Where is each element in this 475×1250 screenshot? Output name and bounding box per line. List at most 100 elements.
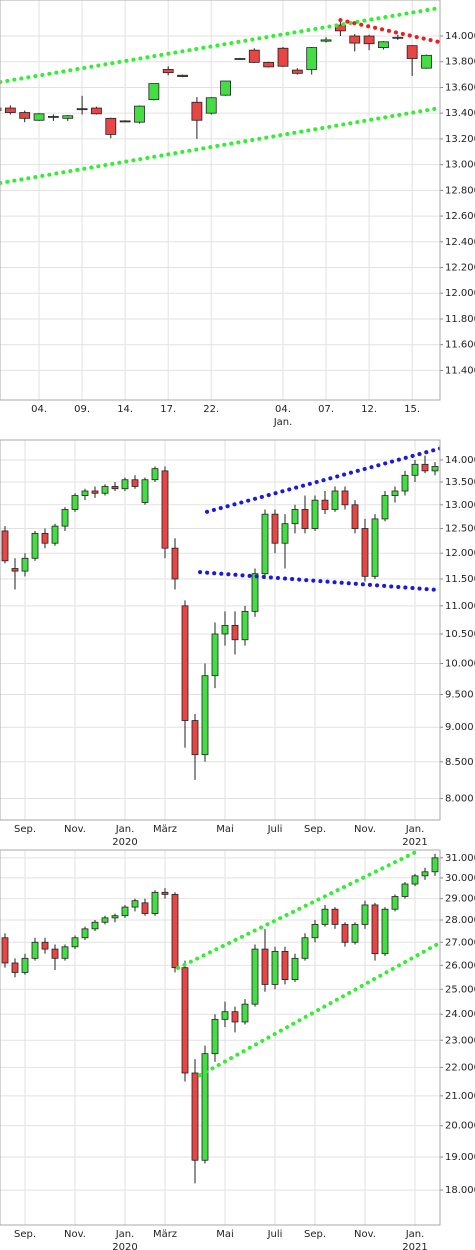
y-tick-label: 13.800 [445,57,475,68]
candle-body [363,35,375,45]
y-tick-label: 20.000 [445,1121,475,1132]
candle-body [151,468,159,481]
candle-body [61,509,69,527]
trendline [205,446,440,514]
trendline [0,106,440,186]
candle-body [48,115,59,118]
candle-body [241,1003,249,1023]
candle-body [421,463,429,472]
panel: 18.000 19.000 20.000 21.000 22.000 23.000 24.0… [0,849,475,1250]
y-tick-label: 13.500 [445,477,475,488]
trendline [198,570,440,593]
candle-body [201,675,209,756]
y-tick-label: 25.000 [445,984,475,995]
candle-body [406,45,418,59]
y-tick-label: 12.200 [445,263,475,274]
candle-body [61,946,69,959]
candle-body [31,941,39,959]
x-tick-label: Nov. [354,824,376,835]
y-tick-label: 12.800 [445,185,475,196]
candle-body [231,1011,239,1023]
candle-body [421,871,429,877]
y-tick-label: 10.500 [445,629,475,640]
x-tick-label: März [153,824,177,835]
y-tick-label: 13.000 [445,160,475,171]
candle-body [251,573,259,612]
candle-body [162,69,174,74]
y-tick-label: 12.000 [445,288,475,299]
candle-body [421,54,432,69]
candle-body [41,532,49,544]
candle-body [231,624,239,641]
candle-body [411,875,419,885]
candle-body [220,80,232,96]
candle-body [76,108,88,111]
candle-body [161,891,169,895]
y-tick-label: 13.400 [445,108,475,119]
candle-body [62,115,74,119]
candle-body [71,937,79,948]
candle-body [141,902,149,914]
candle-body [31,532,39,559]
candle-body [205,97,217,114]
y-tick-label: 22.000 [445,1062,475,1073]
candle-body [105,117,117,135]
x-period-label: 2021 [402,837,427,848]
y-tick-label: 8.000 [445,793,474,804]
candle-body [321,499,329,510]
y-tick-label: 9.500 [445,690,474,701]
candle-body [381,908,389,955]
x-tick-label: 04. [31,404,47,415]
y-tick-label: 19.000 [445,1152,475,1163]
candle-body [171,547,179,580]
x-period-label: 2021 [402,1242,427,1250]
candle-body [91,921,99,930]
trendline [338,18,440,45]
candle-body [341,490,349,506]
y-tick-label: 14.000 [445,31,475,42]
x-tick-label: März [153,1229,177,1240]
x-tick-label: Nov. [354,1229,376,1240]
candle-body [1,530,9,562]
candle-body [141,479,149,503]
x-tick-label: 17. [160,404,176,415]
candle-body [331,490,339,510]
candle-body [392,36,404,39]
candle-body [191,101,203,121]
y-tick-label: 12.400 [445,237,475,248]
candle-body [248,49,260,63]
candle-body [111,486,119,490]
candle-body [391,896,399,910]
candle-body [381,495,389,520]
candle-body [341,924,349,943]
candle-body [21,957,29,973]
candle-body [131,900,139,908]
candle-body [431,466,439,472]
candle-body [91,107,102,115]
candle-body [71,495,79,510]
candle-body [281,523,289,544]
candle-body [261,513,269,575]
candle-body [263,61,275,68]
candle-body [134,105,145,123]
candle-body [11,962,19,973]
y-tick-label: 14.000 [445,455,475,466]
x-tick-label: Mai [216,824,234,835]
y-tick-label: 8.500 [445,757,474,768]
x-tick-label: Sep. [304,824,326,835]
x-tick-label: Juli [267,824,283,835]
candle-body [401,474,409,492]
candle-body [177,74,188,77]
trendline [176,850,422,970]
candle-body [51,525,59,544]
y-tick-label: 27.000 [445,937,475,948]
x-tick-label: 22. [203,404,219,415]
x-tick-label: 14. [117,404,133,415]
y-tick-label: 11.600 [445,340,475,351]
candle-body [1,937,9,964]
candle-body [171,893,179,969]
candle-body [361,904,369,925]
x-tick-label: 15. [404,404,420,415]
